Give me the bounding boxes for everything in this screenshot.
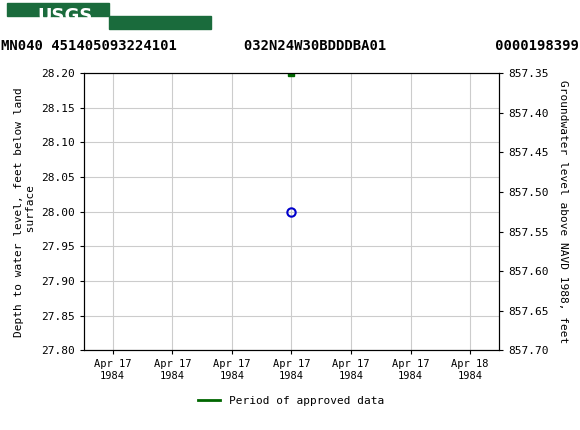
Y-axis label: Groundwater level above NAVD 1988, feet: Groundwater level above NAVD 1988, feet xyxy=(558,80,568,344)
Bar xyxy=(7,3,216,29)
Bar xyxy=(109,16,211,29)
Text: USGS: USGS xyxy=(38,7,93,25)
Legend: Period of approved data: Period of approved data xyxy=(194,391,389,410)
Bar xyxy=(7,3,109,16)
Y-axis label: Depth to water level, feet below land
 surface: Depth to water level, feet below land su… xyxy=(14,87,36,337)
Text: MN040 451405093224101        032N24W30BDDDBA01             0000198399: MN040 451405093224101 032N24W30BDDDBA01 … xyxy=(1,39,579,53)
